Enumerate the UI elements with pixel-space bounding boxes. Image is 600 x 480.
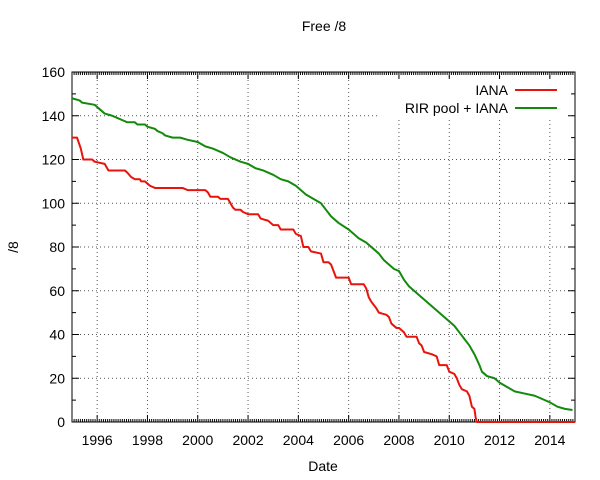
chart-title: Free /8	[302, 18, 347, 34]
y-tick-label: 140	[42, 108, 66, 124]
legend-label-iana: IANA	[475, 82, 508, 98]
x-tick-label: 1998	[132, 432, 163, 448]
legend-background	[380, 78, 572, 118]
y-axis: 0 20 40 60 80 100 120 140 160	[42, 64, 575, 430]
x-tick-label: 2000	[182, 432, 213, 448]
x-tick-label: 2010	[434, 432, 465, 448]
y-tick-label: 160	[42, 64, 66, 80]
y-tick-label: 80	[49, 239, 65, 255]
x-tick-label: 2012	[484, 432, 515, 448]
x-tick-label: 2014	[534, 432, 565, 448]
y-tick-label: 100	[42, 195, 66, 211]
legend-label-rir-pool-iana: RIR pool + IANA	[405, 100, 509, 116]
y-tick-label: 0	[57, 414, 65, 430]
x-tick-label: 1996	[82, 432, 113, 448]
legend: IANA RIR pool + IANA	[405, 82, 557, 116]
x-tick-label: 2006	[333, 432, 364, 448]
x-axis-title: Date	[308, 458, 338, 474]
x-tick-label: 2002	[232, 432, 263, 448]
y-tick-label: 60	[49, 283, 65, 299]
series-line-iana	[72, 136, 575, 423]
y-tick-label: 40	[49, 327, 65, 343]
y-tick-label: 20	[49, 370, 65, 386]
series-lines	[71, 97, 575, 423]
series-line-rir-pool-iana	[71, 97, 573, 411]
x-tick-label: 2004	[283, 432, 314, 448]
y-tick-label: 120	[42, 152, 66, 168]
grid	[72, 72, 575, 422]
y-axis-title: /8	[5, 241, 21, 253]
x-tick-label: 2008	[383, 432, 414, 448]
